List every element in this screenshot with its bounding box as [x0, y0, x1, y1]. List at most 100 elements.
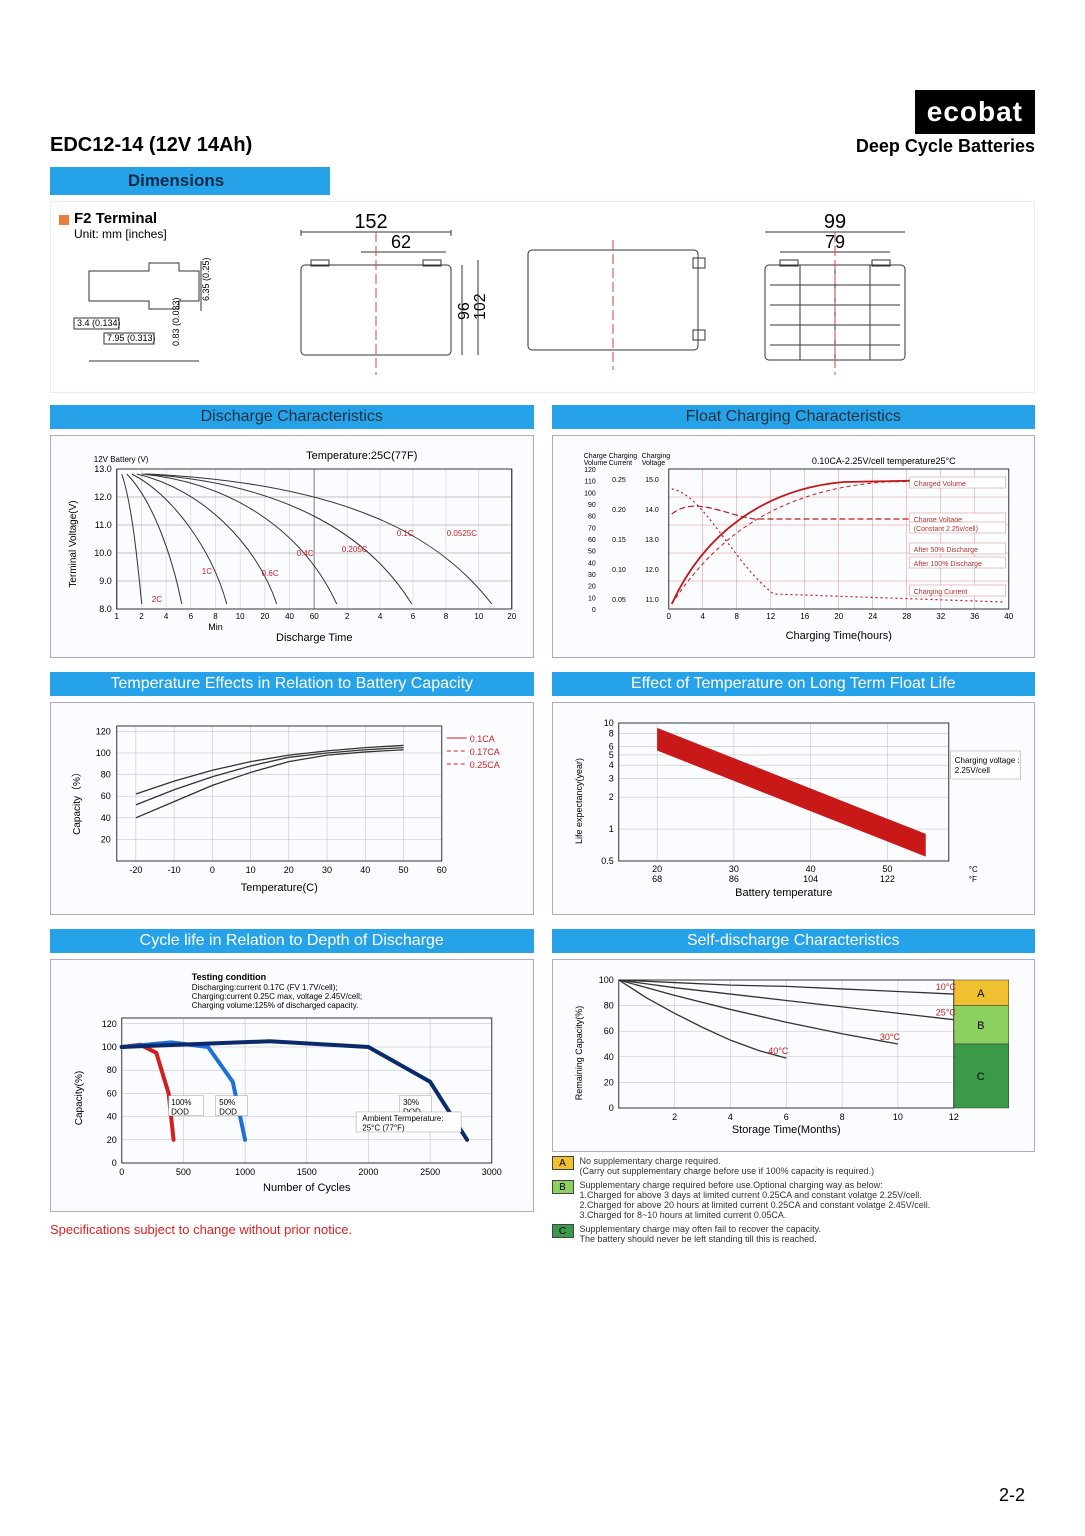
discharge-title: Discharge Characteristics — [50, 405, 534, 429]
svg-text:8: 8 — [734, 612, 739, 621]
cycle-life-title: Cycle life in Relation to Depth of Disch… — [50, 929, 534, 953]
svg-text:500: 500 — [176, 1167, 191, 1177]
svg-text:Discharging:current 0.17C (FV: Discharging:current 0.17C (FV 1.7V/cell)… — [192, 983, 338, 992]
svg-text:30°C: 30°C — [879, 1032, 900, 1042]
svg-text:30: 30 — [587, 572, 595, 579]
svg-text:8.0: 8.0 — [99, 604, 112, 614]
svg-text:20: 20 — [603, 1077, 613, 1087]
svg-text:0.15: 0.15 — [612, 537, 626, 544]
svg-text:0: 0 — [608, 1103, 613, 1113]
svg-text:Volume: Volume — [583, 460, 606, 467]
dimensions-header: Dimensions — [50, 167, 330, 195]
svg-text:12.0: 12.0 — [94, 492, 112, 502]
svg-text:8: 8 — [444, 612, 449, 621]
svg-text:0.6C: 0.6C — [262, 569, 279, 578]
svg-text:0.25CA: 0.25CA — [470, 760, 500, 770]
unit-label: Unit: mm [inches] — [74, 227, 259, 241]
float-title: Float Charging Characteristics — [552, 405, 1036, 429]
page-header: EDC12-14 (12V 14Ah) ecobat Deep Cycle Ba… — [50, 90, 1035, 157]
self-discharge-title: Self-discharge Characteristics — [552, 929, 1036, 953]
svg-text:60: 60 — [101, 791, 111, 801]
svg-text:40°C: 40°C — [768, 1046, 789, 1056]
footer-note: Specifications subject to change without… — [50, 1222, 534, 1237]
top-view-drawing: 99 79 — [735, 210, 935, 380]
svg-text:100: 100 — [102, 1042, 117, 1052]
svg-text:4: 4 — [164, 612, 169, 621]
svg-text:6: 6 — [783, 1112, 788, 1122]
svg-text:28: 28 — [902, 612, 911, 621]
svg-text:Temperature:25C(77F): Temperature:25C(77F) — [306, 450, 417, 462]
svg-text:0.205C: 0.205C — [342, 545, 368, 554]
svg-text:80: 80 — [107, 1065, 117, 1075]
svg-text:2.25V/cell: 2.25V/cell — [954, 766, 989, 775]
terminal-info: F2 Terminal Unit: mm [inches] 3.4 (0.134… — [59, 210, 259, 374]
float-chart: Float Charging Characteristics 0.10CA-2.… — [552, 405, 1036, 658]
svg-text:4: 4 — [700, 612, 705, 621]
svg-text:9.0: 9.0 — [99, 576, 112, 586]
svg-text:C: C — [976, 1071, 984, 1083]
svg-text:3.4 (0.134): 3.4 (0.134) — [77, 318, 121, 328]
svg-text:11.0: 11.0 — [645, 597, 658, 604]
svg-text:40: 40 — [285, 612, 294, 621]
svg-text:120: 120 — [96, 726, 111, 736]
svg-text:°F: °F — [968, 875, 976, 884]
page-number: 2-2 — [999, 1485, 1025, 1506]
svg-text:0.83 (0.033): 0.83 (0.033) — [171, 297, 181, 346]
svg-text:Number of Cycles: Number of Cycles — [263, 1182, 351, 1194]
svg-text:20: 20 — [284, 865, 294, 875]
svg-text:1: 1 — [115, 612, 120, 621]
terminal-drawing: 3.4 (0.134) 7.95 (0.313) 0.83 (0.033) 6.… — [59, 241, 239, 371]
svg-text:1C: 1C — [202, 567, 212, 576]
svg-text:Temperature(C): Temperature(C) — [241, 882, 318, 894]
svg-text:2: 2 — [345, 612, 350, 621]
svg-text:20: 20 — [101, 834, 111, 844]
svg-text:12: 12 — [948, 1112, 958, 1122]
svg-text:A: A — [977, 988, 985, 1000]
svg-text:4: 4 — [378, 612, 383, 621]
svg-text:25°C: 25°C — [935, 1008, 956, 1018]
svg-text:4: 4 — [727, 1112, 732, 1122]
svg-text:14.0: 14.0 — [645, 507, 659, 514]
svg-text:24: 24 — [868, 612, 877, 621]
svg-text:80: 80 — [603, 1001, 613, 1011]
svg-text:10: 10 — [587, 595, 595, 602]
svg-text:32: 32 — [936, 612, 945, 621]
svg-text:13.0: 13.0 — [645, 537, 659, 544]
svg-text:Battery temperature: Battery temperature — [735, 887, 832, 899]
svg-text:0: 0 — [210, 865, 215, 875]
svg-text:1000: 1000 — [235, 1167, 255, 1177]
svg-text:8: 8 — [213, 612, 218, 621]
svg-text:7.95 (0.313): 7.95 (0.313) — [107, 333, 156, 343]
svg-text:80: 80 — [587, 514, 595, 521]
svg-text:Discharge Time: Discharge Time — [276, 632, 352, 644]
svg-text:10: 10 — [474, 612, 483, 621]
svg-text:Charge: Charge — [583, 453, 606, 460]
svg-text:120: 120 — [102, 1019, 117, 1029]
svg-text:0: 0 — [119, 1167, 124, 1177]
svg-text:Charged Volume: Charged Volume — [913, 481, 965, 488]
temp-capacity-chart: Temperature Effects in Relation to Batte… — [50, 672, 534, 915]
svg-text:96: 96 — [456, 302, 473, 320]
svg-text:Charging volume:125% of discha: Charging volume:125% of discharged capac… — [192, 1001, 359, 1010]
brand-subtitle: Deep Cycle Batteries — [856, 136, 1035, 157]
svg-text:Charging voltage :: Charging voltage : — [954, 756, 1019, 765]
svg-text:0.1CA: 0.1CA — [470, 734, 495, 744]
svg-text:Ambient Termperature:: Ambient Termperature: — [362, 1114, 443, 1123]
svg-text:10: 10 — [603, 718, 613, 728]
svg-text:40: 40 — [587, 560, 595, 567]
svg-text:122: 122 — [879, 874, 894, 884]
svg-text:10: 10 — [246, 865, 256, 875]
svg-text:-20: -20 — [129, 865, 142, 875]
svg-text:1: 1 — [608, 824, 613, 834]
svg-text:Capacity（%）: Capacity（%） — [71, 767, 83, 835]
svg-text:2: 2 — [139, 612, 144, 621]
svg-text:Terminal Voltage(V): Terminal Voltage(V) — [68, 500, 79, 587]
svg-text:40: 40 — [360, 865, 370, 875]
svg-text:62: 62 — [391, 232, 411, 252]
svg-text:15.0: 15.0 — [645, 477, 659, 484]
svg-text:Charging: Charging — [608, 453, 637, 460]
svg-text:60: 60 — [587, 537, 595, 544]
svg-text:2500: 2500 — [420, 1167, 440, 1177]
svg-text:13.0: 13.0 — [94, 464, 112, 474]
svg-text:10°C: 10°C — [935, 982, 956, 992]
